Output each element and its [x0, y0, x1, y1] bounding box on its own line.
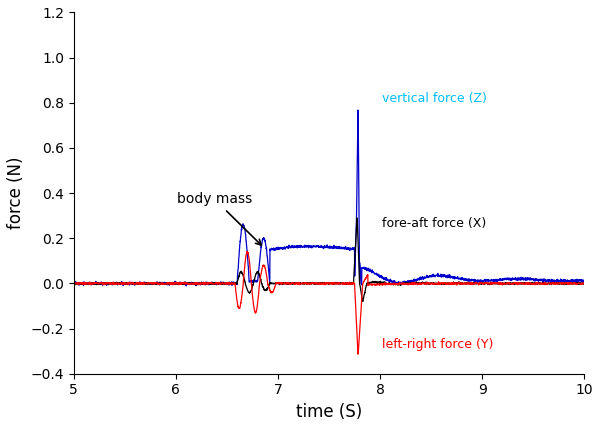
Y-axis label: force (N): force (N) — [7, 157, 25, 229]
Text: fore-aft force (X): fore-aft force (X) — [382, 217, 487, 230]
Text: vertical force (Z): vertical force (Z) — [382, 92, 487, 105]
Text: body mass: body mass — [177, 192, 262, 245]
Text: left-right force (Y): left-right force (Y) — [382, 338, 493, 351]
X-axis label: time (S): time (S) — [296, 403, 362, 421]
